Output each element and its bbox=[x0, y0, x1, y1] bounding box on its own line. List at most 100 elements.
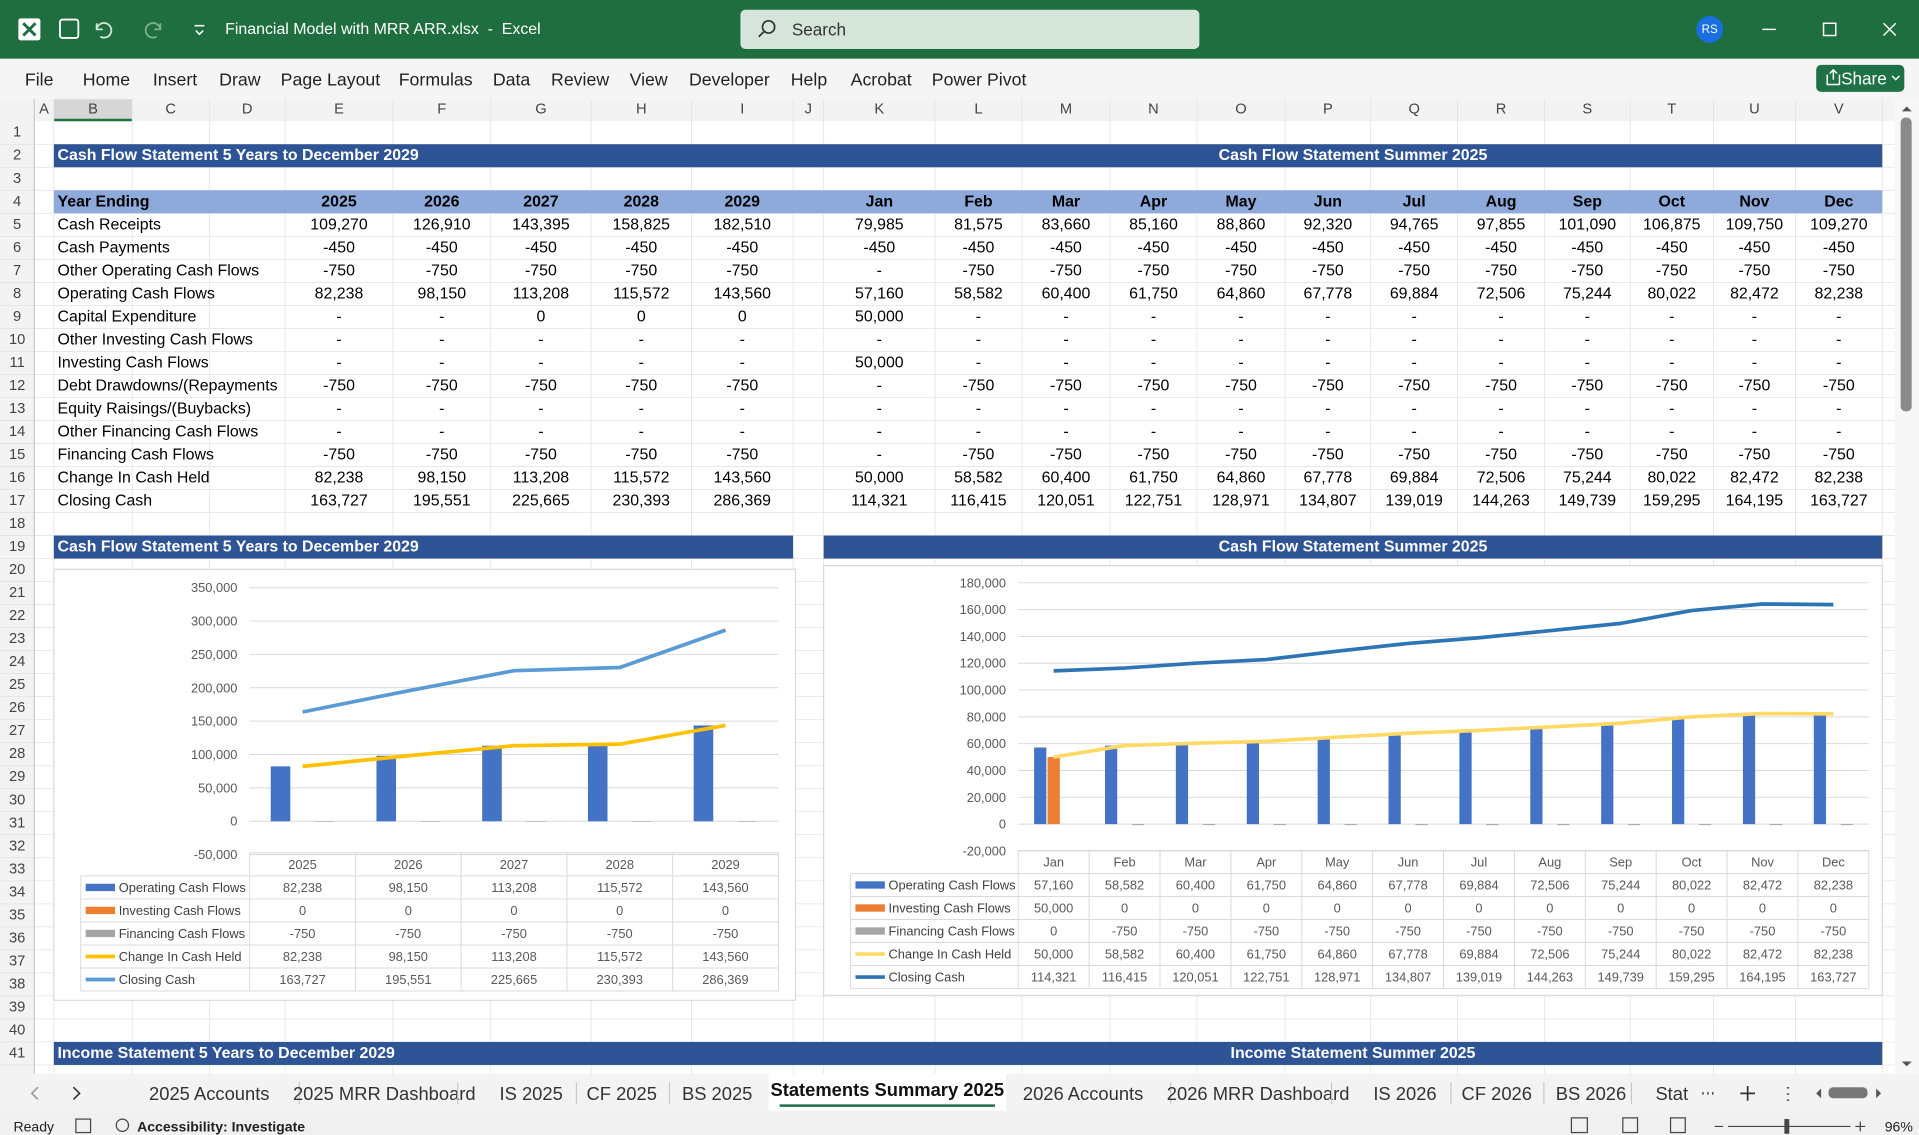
sheet-tab[interactable]: IS 2026 bbox=[1373, 1083, 1436, 1104]
ribbon-tab[interactable]: Review bbox=[551, 70, 609, 90]
sheet-tab[interactable]: 2026 MRR Dashboard bbox=[1167, 1083, 1350, 1104]
cell-value: - bbox=[1669, 423, 1674, 440]
cell-value: 81,575 bbox=[954, 216, 1003, 233]
cell-value: - bbox=[1836, 400, 1841, 417]
column-heading: 2026 bbox=[424, 193, 460, 210]
ribbon-tab[interactable]: View bbox=[630, 70, 668, 90]
x-tick-label: 2027 bbox=[500, 857, 529, 872]
sheet-tab[interactable]: BS 2026 bbox=[1556, 1083, 1626, 1104]
row-number: 35 bbox=[9, 907, 25, 923]
ribbon-tab[interactable]: File bbox=[25, 70, 54, 90]
cell-value: 122,751 bbox=[1125, 493, 1183, 510]
cell-value: 159,295 bbox=[1643, 493, 1701, 510]
cell-value: -750 bbox=[1138, 262, 1170, 279]
cell-value: - bbox=[1063, 308, 1068, 325]
sheet-tab[interactable]: Stat bbox=[1655, 1083, 1688, 1104]
cell-value: - bbox=[1669, 308, 1674, 325]
sheet-tab[interactable]: BS 2025 bbox=[682, 1083, 752, 1104]
sheet-tab[interactable]: Statements Summary 2025 bbox=[770, 1079, 1004, 1100]
row-number: 30 bbox=[9, 792, 25, 808]
ribbon-tab[interactable]: Acrobat bbox=[851, 70, 912, 90]
cell-value: 286,369 bbox=[714, 493, 772, 510]
sheet-tab[interactable]: CF 2026 bbox=[1462, 1083, 1532, 1104]
zoom-level[interactable]: 96% bbox=[1885, 1118, 1913, 1134]
ribbon-tab[interactable]: Insert bbox=[153, 70, 197, 90]
ribbon-tab[interactable]: Draw bbox=[219, 70, 261, 90]
ribbon-tab[interactable]: Data bbox=[493, 70, 531, 90]
cell-value: 120,051 bbox=[1037, 493, 1095, 510]
bar bbox=[1203, 824, 1215, 825]
row-number: 32 bbox=[9, 838, 25, 854]
cell-value: - bbox=[1836, 308, 1841, 325]
sheet-tab[interactable]: CF 2025 bbox=[587, 1083, 657, 1104]
bar bbox=[1274, 824, 1286, 825]
cell-value: -450 bbox=[1571, 239, 1603, 256]
column-letter: F bbox=[437, 102, 446, 118]
sheet-tab[interactable]: 2025 MRR Dashboard bbox=[293, 1083, 476, 1104]
cell-value: - bbox=[877, 423, 882, 440]
cell-value: - bbox=[1238, 354, 1243, 371]
sheet-tab[interactable]: 2025 Accounts bbox=[149, 1083, 269, 1104]
cell-value: - bbox=[1238, 331, 1243, 348]
y-tick-label: 20,000 bbox=[967, 790, 1006, 805]
cell-value: 98,150 bbox=[417, 285, 466, 302]
bar bbox=[1176, 743, 1188, 824]
ribbon-tab[interactable]: Home bbox=[83, 70, 130, 90]
cell-value: 158,825 bbox=[613, 216, 671, 233]
zoom-thumb[interactable] bbox=[1784, 1119, 1789, 1134]
x-tick-label: Dec bbox=[1822, 854, 1845, 869]
data-table-value: 0 bbox=[1263, 900, 1270, 915]
cell-value: -750 bbox=[1571, 262, 1603, 279]
bar bbox=[1345, 824, 1357, 825]
cell-value: 72,506 bbox=[1477, 469, 1526, 486]
ribbon-tab[interactable]: Power Pivot bbox=[932, 70, 1027, 90]
y-tick-label: 140,000 bbox=[960, 629, 1006, 644]
ribbon-tab[interactable]: Help bbox=[791, 70, 828, 90]
data-table-value: 128,971 bbox=[1314, 970, 1360, 985]
bar bbox=[271, 766, 291, 821]
cell-value: -750 bbox=[1823, 377, 1855, 394]
column-heading: Feb bbox=[964, 193, 993, 210]
ribbon-tab[interactable]: Page Layout bbox=[281, 70, 381, 90]
bar bbox=[1743, 714, 1755, 825]
chart-title: Cash Flow Statement Summer 2025 bbox=[1219, 539, 1488, 556]
bar bbox=[1672, 717, 1684, 824]
cell-value: - bbox=[1498, 331, 1503, 348]
cell-value: - bbox=[1669, 400, 1674, 417]
cell-value: 0 bbox=[637, 308, 646, 325]
cell-value: -450 bbox=[1823, 239, 1855, 256]
cell-value: 164,195 bbox=[1726, 493, 1784, 510]
cell-value: -750 bbox=[1225, 262, 1257, 279]
data-table-value: 120,051 bbox=[1172, 970, 1218, 985]
horizontal-scroll-thumb[interactable] bbox=[1828, 1087, 1867, 1098]
user-initials: RS bbox=[1702, 23, 1718, 36]
data-table-value: 72,506 bbox=[1530, 877, 1569, 892]
ribbon-tab[interactable]: Developer bbox=[689, 70, 770, 90]
status-accessibility[interactable]: Accessibility: Investigate bbox=[137, 1118, 305, 1134]
cell-value: 163,727 bbox=[1810, 493, 1868, 510]
x-tick-label: May bbox=[1325, 854, 1350, 869]
sheet-tab[interactable]: 2026 Accounts bbox=[1023, 1083, 1143, 1104]
bar bbox=[1034, 747, 1046, 824]
cell-value: 101,090 bbox=[1559, 216, 1617, 233]
cell-value: 79,985 bbox=[855, 216, 904, 233]
y-tick-label: 0 bbox=[999, 817, 1006, 832]
vertical-scroll-thumb[interactable] bbox=[1901, 118, 1912, 412]
column-heading: 2027 bbox=[523, 193, 559, 210]
data-table-value: 114,321 bbox=[1031, 970, 1076, 985]
cell-value: -750 bbox=[426, 377, 458, 394]
sheet-tab[interactable]: IS 2025 bbox=[500, 1083, 563, 1104]
cell-value: - bbox=[976, 354, 981, 371]
row-number: 27 bbox=[9, 723, 25, 739]
data-table-value: -750 bbox=[1324, 924, 1350, 939]
column-heading: Sep bbox=[1573, 193, 1602, 210]
data-table-value: 159,295 bbox=[1668, 970, 1714, 985]
cell-value: -450 bbox=[1738, 239, 1770, 256]
cell-value: 57,160 bbox=[855, 285, 904, 302]
cell-value: 0 bbox=[537, 308, 546, 325]
cell-value: - bbox=[1836, 331, 1841, 348]
cell-value: -450 bbox=[426, 239, 458, 256]
cell-value: - bbox=[1325, 308, 1330, 325]
ribbon-tab[interactable]: Formulas bbox=[399, 70, 473, 90]
y-tick-label: 160,000 bbox=[960, 602, 1006, 617]
